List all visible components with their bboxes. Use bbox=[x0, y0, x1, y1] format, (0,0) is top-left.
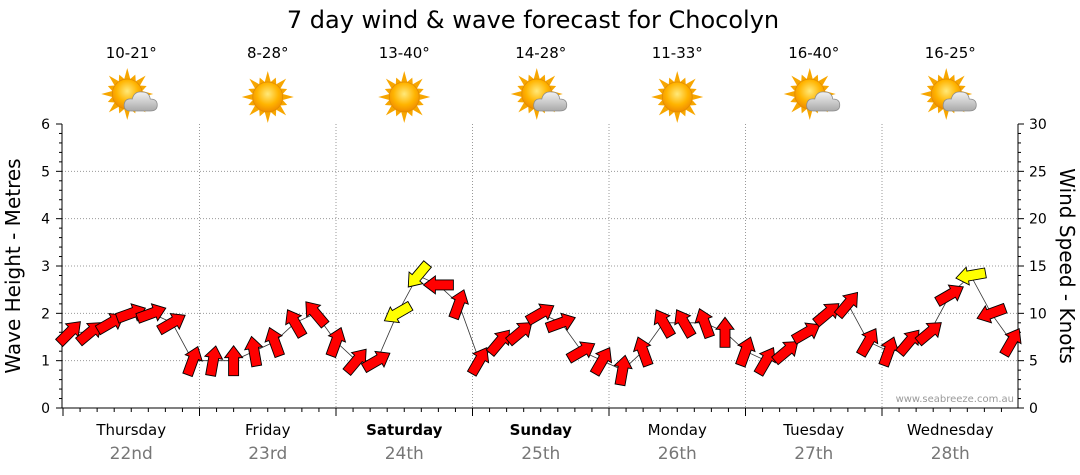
day-date: 23rd bbox=[248, 444, 287, 464]
wind-arrow bbox=[955, 266, 987, 286]
right-tick-label: 10 bbox=[1029, 306, 1047, 322]
right-tick-label: 25 bbox=[1029, 164, 1047, 180]
wind-arrow bbox=[934, 284, 964, 307]
wind-arrow bbox=[544, 312, 577, 334]
wind-arrow bbox=[55, 321, 81, 348]
wind-arrow bbox=[360, 350, 391, 374]
right-tick-label: 15 bbox=[1029, 259, 1047, 275]
day-temperature: 16-25° bbox=[925, 44, 976, 62]
wind-arrow bbox=[135, 303, 167, 324]
left-tick-label: 6 bbox=[41, 117, 50, 133]
wind-arrow bbox=[466, 347, 490, 377]
right-tick-label: 20 bbox=[1029, 212, 1047, 228]
day-date: 28th bbox=[931, 444, 970, 464]
right-tick-label: 0 bbox=[1029, 401, 1038, 417]
wind-arrow bbox=[342, 348, 367, 377]
day-date: 24th bbox=[385, 444, 424, 464]
day-date: 27th bbox=[794, 444, 833, 464]
sun-icon bbox=[650, 70, 704, 124]
left-tick-label: 2 bbox=[41, 306, 50, 322]
day-temperature: 14-28° bbox=[515, 44, 566, 62]
wind-arrow bbox=[771, 341, 799, 366]
left-tick-label: 3 bbox=[41, 259, 50, 275]
sun-icon bbox=[241, 70, 295, 124]
wind-arrow bbox=[833, 291, 859, 320]
sun-icon bbox=[377, 70, 431, 124]
wind-arrow bbox=[694, 307, 716, 340]
day-date: 26th bbox=[658, 444, 697, 464]
wind-arrow bbox=[914, 322, 942, 347]
right-tick-label: 30 bbox=[1029, 117, 1047, 133]
day-temperature: 10-21° bbox=[106, 44, 157, 62]
wave-height-axis: 0 1 2 3 4 5 6 bbox=[41, 117, 62, 417]
wind-arrow bbox=[715, 316, 735, 348]
wind-arrow bbox=[264, 326, 286, 359]
wind-speed-axis-title: Wind Speed - Knots bbox=[1055, 168, 1079, 364]
day-name: Monday bbox=[648, 421, 707, 439]
day-name: Saturday bbox=[366, 421, 443, 439]
wind-arrow bbox=[735, 336, 756, 368]
sun-shape bbox=[241, 70, 295, 124]
wind-arrow bbox=[565, 341, 596, 364]
day-name: Wednesday bbox=[907, 421, 994, 439]
day-date: 25th bbox=[521, 444, 560, 464]
chart-grid bbox=[62, 124, 1018, 408]
day-name: Tuesday bbox=[782, 421, 844, 439]
day-labels: Thursday 22nd Friday 23rd Saturday 24th Sunday… bbox=[95, 421, 993, 464]
wind-arrow bbox=[325, 326, 347, 359]
wind-arrow bbox=[999, 328, 1022, 358]
wind-arrow bbox=[156, 312, 186, 336]
wind-arrow bbox=[524, 303, 555, 326]
wind-arrow bbox=[383, 300, 414, 324]
left-tick-label: 0 bbox=[41, 401, 50, 417]
wind-arrow bbox=[632, 336, 654, 368]
wind-arrow bbox=[243, 335, 264, 368]
sun-shape bbox=[650, 70, 704, 124]
wind-arrow bbox=[305, 301, 330, 329]
wave-height-axis-title: Wave Height - Metres bbox=[1, 158, 25, 373]
wind-arrow bbox=[182, 345, 203, 378]
wind-speed-axis: 0 5 10 15 20 25 30 bbox=[1018, 117, 1047, 417]
day-temperature: 16-40° bbox=[788, 44, 839, 62]
sun-cloud-icon bbox=[100, 67, 158, 121]
wind-arrow bbox=[653, 309, 677, 339]
left-tick-label: 4 bbox=[41, 212, 50, 228]
day-name: Thursday bbox=[95, 421, 166, 439]
wind-arrow bbox=[422, 274, 454, 295]
right-tick-label: 5 bbox=[1029, 354, 1038, 370]
sun-cloud-icon bbox=[919, 67, 977, 121]
sun-cloud-icon bbox=[510, 67, 568, 121]
wind-arrow bbox=[589, 347, 613, 377]
wind-arrow bbox=[203, 345, 224, 377]
daily-weather-row: 10-21° 8-28° 13-40° 14-28° 11-33° 16-40° 16-25… bbox=[100, 44, 977, 124]
day-temperature: 11-33° bbox=[652, 44, 703, 62]
wind-arrow bbox=[285, 309, 308, 339]
left-tick-label: 1 bbox=[41, 354, 50, 370]
wind-arrows bbox=[55, 260, 1022, 387]
wind-arrow bbox=[674, 309, 697, 339]
chart-title: 7 day wind & wave forecast for Chocolyn bbox=[287, 6, 779, 34]
wind-arrow bbox=[223, 344, 244, 377]
day-date: 22nd bbox=[110, 444, 153, 464]
left-tick-label: 5 bbox=[41, 164, 50, 180]
day-name: Sunday bbox=[510, 421, 573, 439]
credit-text: www.seabreeze.com.au bbox=[896, 394, 1014, 405]
day-temperature: 13-40° bbox=[379, 44, 430, 62]
plot-frame bbox=[61, 124, 1019, 416]
wind-arrow bbox=[976, 302, 1008, 324]
wind-arrow bbox=[855, 328, 879, 358]
wind-arrow bbox=[613, 354, 633, 387]
sun-shape bbox=[377, 70, 431, 124]
wind-arrow bbox=[790, 322, 821, 345]
wind-arrow bbox=[448, 289, 469, 321]
wind-arrow bbox=[878, 336, 899, 368]
wind-arrow bbox=[407, 260, 433, 288]
day-temperature: 8-28° bbox=[247, 44, 289, 62]
day-name: Friday bbox=[245, 421, 291, 439]
wind-arrow bbox=[504, 322, 533, 347]
sun-cloud-icon bbox=[783, 67, 841, 121]
